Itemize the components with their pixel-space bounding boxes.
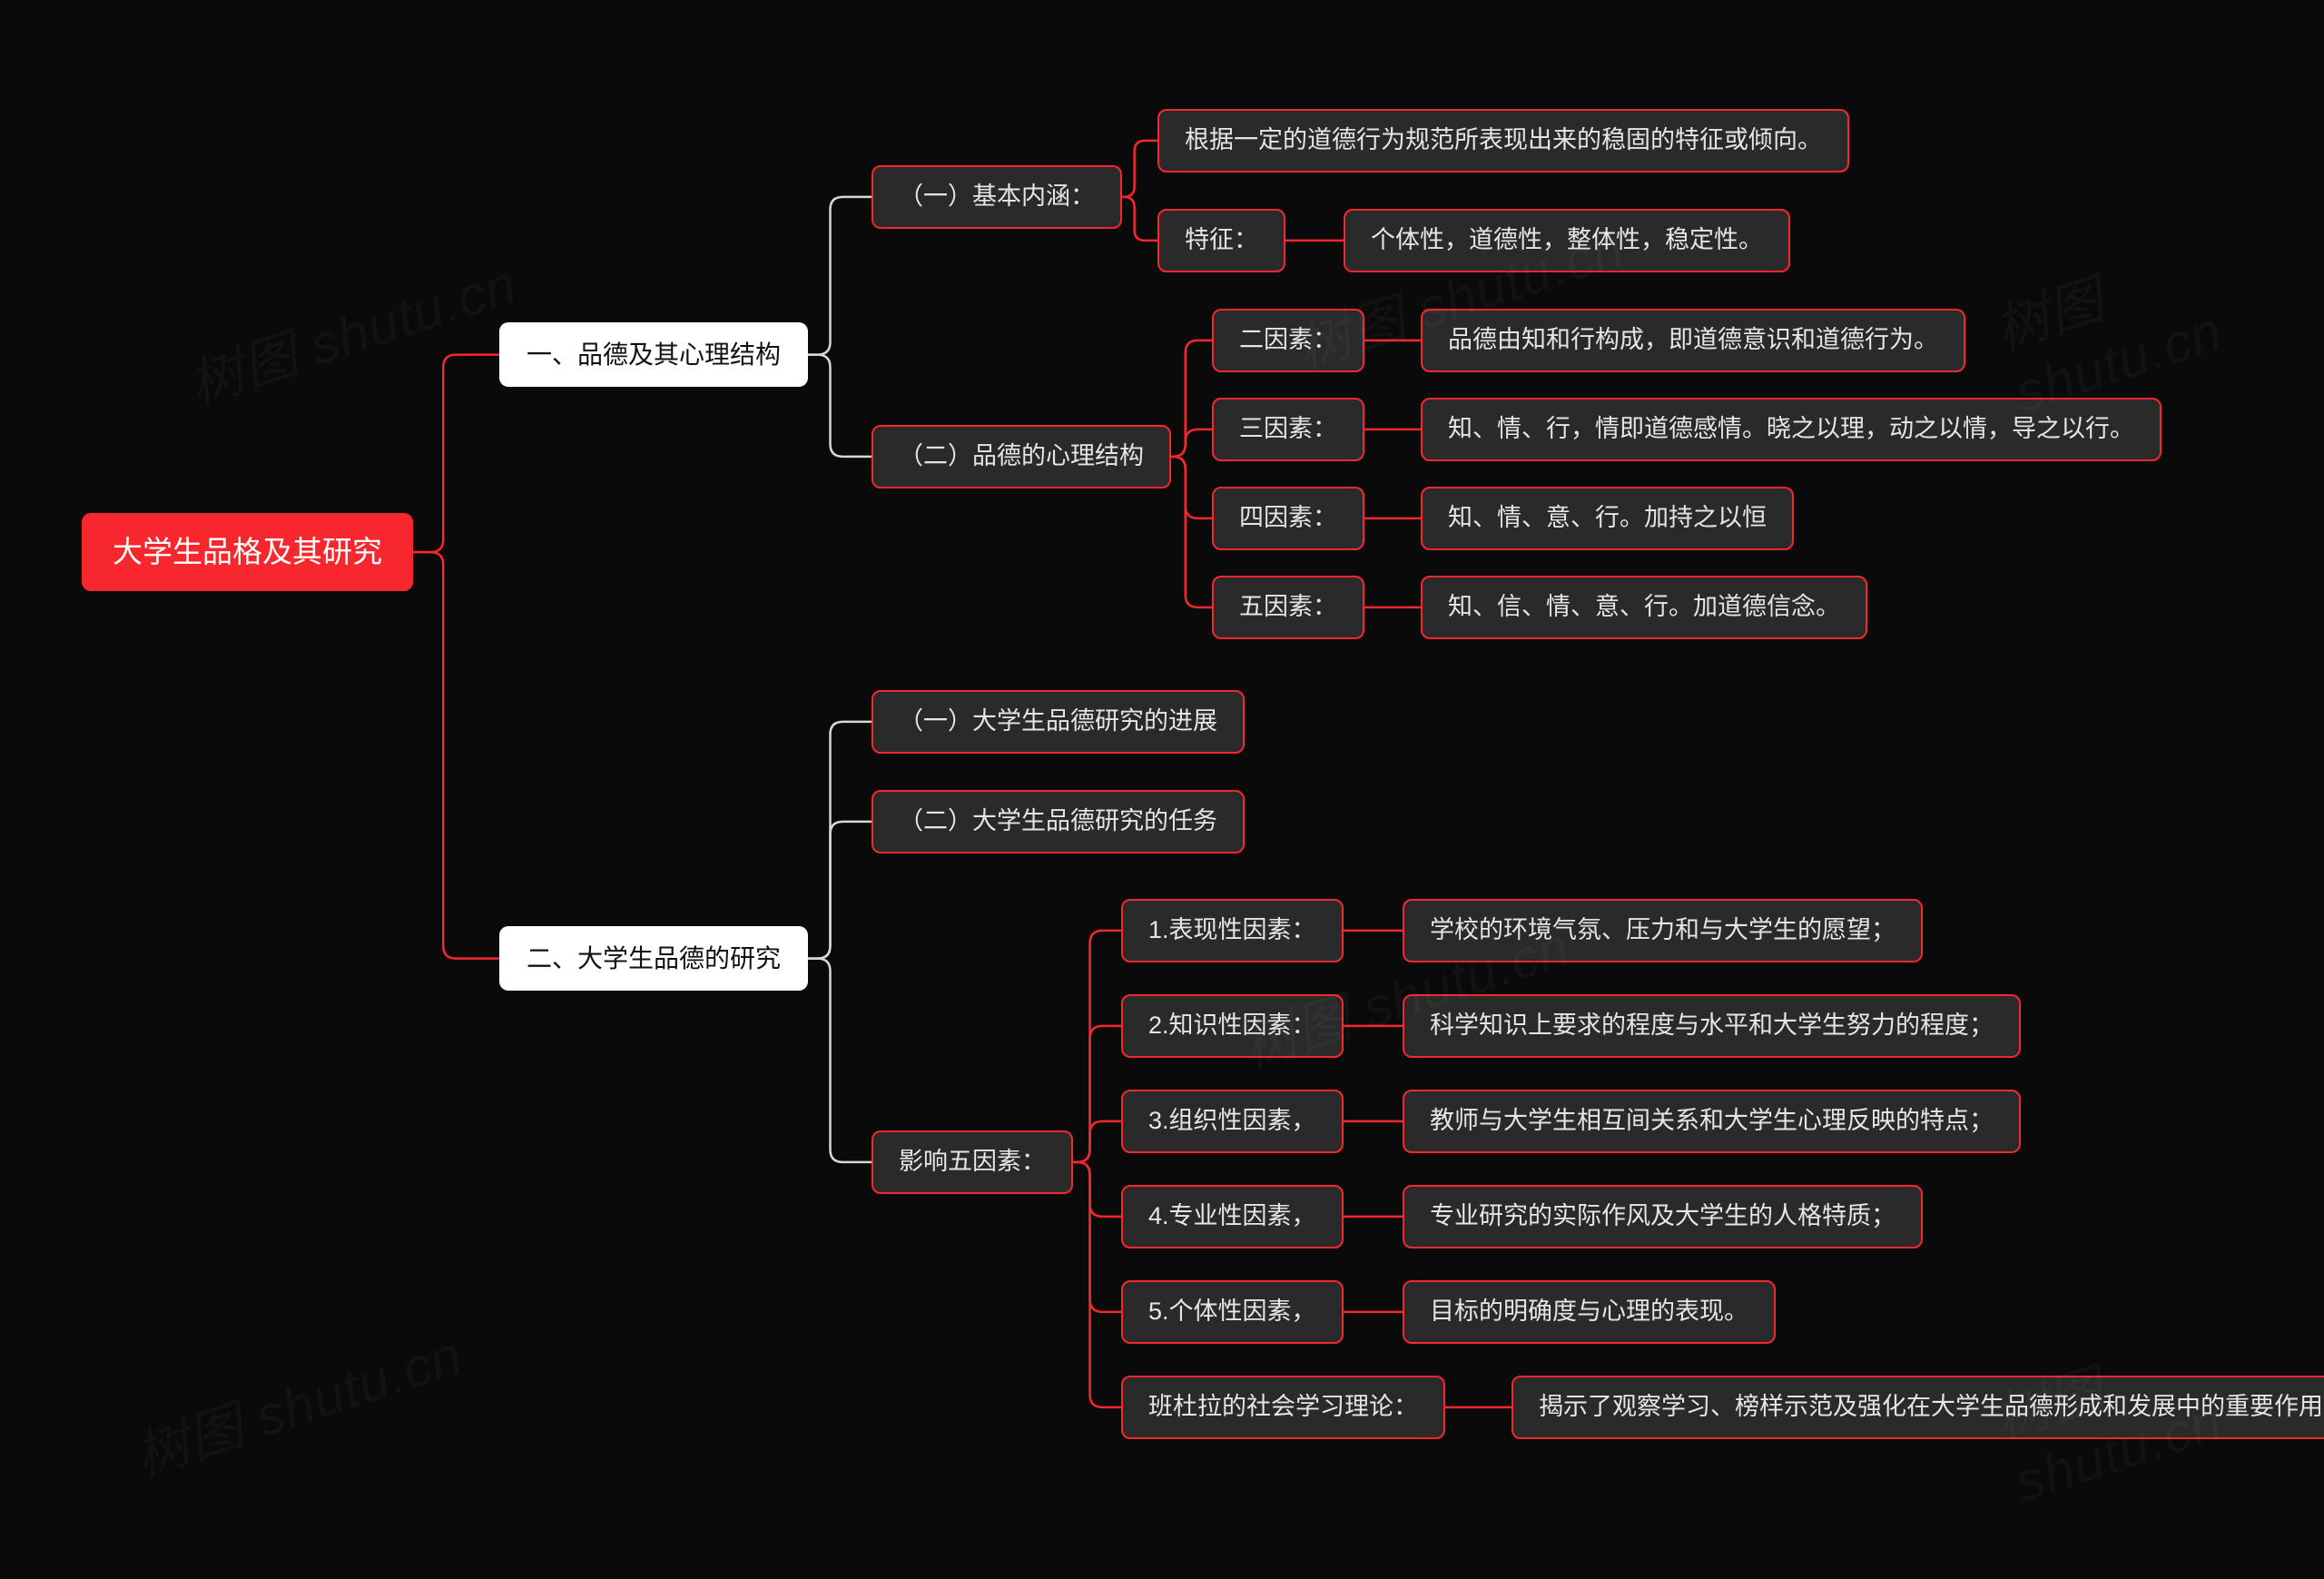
node-label: 根据一定的道德行为规范所表现出来的稳固的特征或倾向。 (1185, 123, 1822, 158)
node-label: 知、信、情、意、行。加道德信念。 (1448, 590, 1840, 625)
node-label: 大学生品格及其研究 (113, 531, 382, 573)
node-b1_2d1: 知、信、情、意、行。加道德信念。 (1421, 576, 1867, 639)
edge-b1-b1_1 (808, 197, 872, 355)
node-label: 专业研究的实际作风及大学生的人格特质； (1430, 1199, 1896, 1234)
watermark: 树图 shutu.cn (178, 240, 526, 419)
node-label: （一）基本内涵： (899, 180, 1095, 214)
node-b1_2: （二）品德的心理结构 (872, 425, 1171, 489)
edge-b1_1-b1_1b (1122, 197, 1157, 241)
node-b2: 二、大学生品德的研究 (499, 926, 808, 991)
edge-b2-b2_3 (808, 959, 872, 1162)
node-b1_1a: 根据一定的道德行为规范所表现出来的稳固的特征或倾向。 (1157, 109, 1849, 173)
edge-b1_2-b1_2d (1171, 457, 1212, 607)
node-label: 特征： (1185, 223, 1258, 258)
node-b1_2a1: 品德由知和行构成，即道德意识和道德行为。 (1421, 309, 1965, 372)
node-label: 目标的明确度与心理的表现。 (1430, 1295, 1748, 1329)
edge-b1_2-b1_2b (1171, 429, 1212, 457)
edge-b2-b2_2 (808, 822, 872, 959)
node-label: （二）大学生品德研究的任务 (899, 804, 1217, 839)
node-b2_3c: 3.组织性因素， (1121, 1090, 1344, 1153)
edge-b2_3-b2_3a (1073, 931, 1121, 1162)
node-label: 知、情、行，情即道德感情。晓之以理，动之以情，导之以行。 (1448, 412, 2134, 447)
node-b1: 一、品德及其心理结构 (499, 322, 808, 387)
edge-root-b2 (413, 552, 499, 959)
node-label: 5.个体性因素， (1148, 1295, 1316, 1329)
edge-b2_3-b2_3e (1073, 1162, 1121, 1312)
node-b2_3c1: 教师与大学生相互间关系和大学生心理反映的特点； (1403, 1090, 2021, 1153)
node-label: 4.专业性因素， (1148, 1199, 1316, 1234)
node-label: 教师与大学生相互间关系和大学生心理反映的特点； (1430, 1104, 1994, 1139)
node-label: 科学知识上要求的程度与水平和大学生努力的程度； (1430, 1009, 1994, 1043)
node-b1_2a: 二因素： (1212, 309, 1364, 372)
node-b2_3d1: 专业研究的实际作风及大学生的人格特质； (1403, 1185, 1923, 1248)
watermark: 树图 shutu.cn (1984, 189, 2324, 425)
node-label: 品德由知和行构成，即道德意识和道德行为。 (1448, 323, 1938, 358)
node-b1_2b: 三因素： (1212, 398, 1364, 461)
node-label: 二、大学生品德的研究 (527, 941, 781, 976)
node-label: 三因素： (1239, 412, 1337, 447)
edge-b2_3-b2_3f (1073, 1162, 1121, 1407)
node-b2_3e: 5.个体性因素， (1121, 1280, 1344, 1344)
node-label: 3.组织性因素， (1148, 1104, 1316, 1139)
node-label: 1.表现性因素： (1148, 913, 1316, 948)
node-label: 五因素： (1239, 590, 1337, 625)
node-b1_2c: 四因素： (1212, 487, 1364, 550)
node-root: 大学生品格及其研究 (82, 513, 413, 591)
edge-root-b1 (413, 355, 499, 553)
edge-b2_3-b2_3c (1073, 1121, 1121, 1162)
edge-b1_2-b1_2c (1171, 457, 1212, 518)
node-b1_2b1: 知、情、行，情即道德感情。晓之以理，动之以情，导之以行。 (1421, 398, 2162, 461)
node-b2_3a: 1.表现性因素： (1121, 899, 1344, 962)
edge-b2_3-b2_3d (1073, 1162, 1121, 1217)
node-b2_1: （一）大学生品德研究的进展 (872, 690, 1245, 754)
edge-b2_3-b2_3b (1073, 1026, 1121, 1162)
node-label: 影响五因素： (899, 1145, 1046, 1179)
edge-b1_1-b1_1a (1122, 141, 1157, 197)
node-label: 学校的环境气氛、压力和与大学生的愿望； (1430, 913, 1896, 948)
node-label: 二因素： (1239, 323, 1337, 358)
watermark: 树图 shutu.cn (123, 1311, 471, 1491)
node-label: 一、品德及其心理结构 (527, 337, 781, 372)
node-label: 2.知识性因素： (1148, 1009, 1316, 1043)
node-b2_3d: 4.专业性因素， (1121, 1185, 1344, 1248)
node-b1_2d: 五因素： (1212, 576, 1364, 639)
node-b2_3: 影响五因素： (872, 1130, 1073, 1194)
node-b1_1b1: 个体性，道德性，整体性，稳定性。 (1344, 209, 1790, 272)
node-b2_2: （二）大学生品德研究的任务 (872, 790, 1245, 854)
node-b2_3f: 班杜拉的社会学习理论： (1121, 1376, 1445, 1439)
node-b1_1b: 特征： (1157, 209, 1285, 272)
edge-b1-b1_2 (808, 355, 872, 457)
node-label: 班杜拉的社会学习理论： (1148, 1390, 1418, 1425)
node-label: （二）品德的心理结构 (899, 439, 1144, 474)
node-label: 四因素： (1239, 501, 1337, 536)
node-b2_3a1: 学校的环境气氛、压力和与大学生的愿望； (1403, 899, 1923, 962)
node-label: （一）大学生品德研究的进展 (899, 705, 1217, 739)
node-b2_3b: 2.知识性因素： (1121, 994, 1344, 1058)
node-b2_3f1: 揭示了观察学习、榜样示范及强化在大学生品德形成和发展中的重要作用。 (1512, 1376, 2324, 1439)
node-b1_2c1: 知、情、意、行。加持之以恒 (1421, 487, 1794, 550)
node-label: 个体性，道德性，整体性，稳定性。 (1371, 223, 1763, 258)
edge-b1_2-b1_2a (1171, 340, 1212, 457)
node-b1_1: （一）基本内涵： (872, 165, 1122, 229)
edge-b2-b2_1 (808, 722, 872, 959)
node-label: 知、情、意、行。加持之以恒 (1448, 501, 1767, 536)
node-b2_3e1: 目标的明确度与心理的表现。 (1403, 1280, 1776, 1344)
node-label: 揭示了观察学习、榜样示范及强化在大学生品德形成和发展中的重要作用。 (1539, 1390, 2324, 1425)
node-b2_3b1: 科学知识上要求的程度与水平和大学生努力的程度； (1403, 994, 2021, 1058)
